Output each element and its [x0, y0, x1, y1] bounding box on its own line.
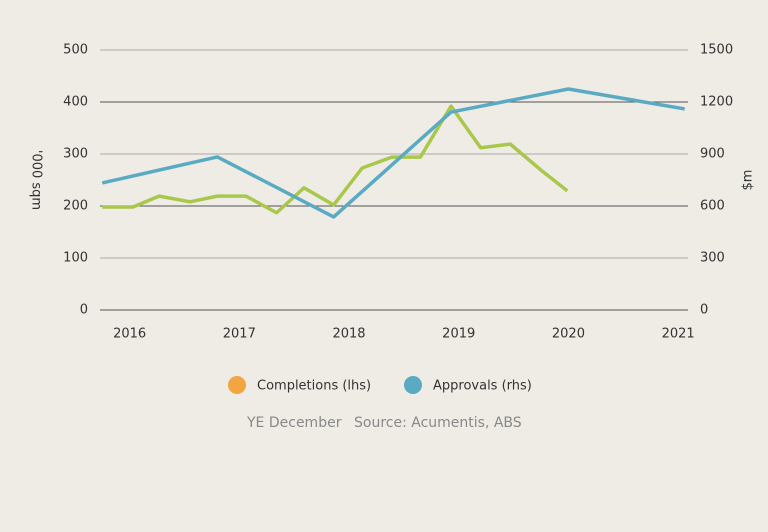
- x-tick-label: 2021: [662, 327, 695, 342]
- y2-tick-label: 900: [700, 147, 725, 162]
- y2-tick-label: 1500: [700, 43, 733, 58]
- x-tick-label: 2016: [113, 327, 146, 342]
- y2-tick-label: 600: [700, 199, 725, 214]
- x-tick-label: 2020: [552, 327, 585, 342]
- x-tick-label: 2017: [223, 327, 256, 342]
- x-tick-label: 2018: [332, 327, 365, 342]
- y2-axis-label: $m: [741, 170, 756, 191]
- y2-tick-label: 300: [700, 251, 725, 266]
- y2-tick-label: 0: [700, 303, 708, 318]
- series-line: [102, 104, 569, 215]
- footnote: Source: Acumentis, ABS: [354, 415, 522, 431]
- x-tick-label: 2019: [442, 327, 475, 342]
- y2-tick-label: 1200: [700, 95, 733, 110]
- legend-label: Approvals (rhs): [433, 379, 532, 394]
- y-tick-label: 100: [63, 251, 88, 266]
- series-line: [101, 87, 686, 219]
- y-tick-label: 200: [63, 199, 88, 214]
- y-tick-label: 400: [63, 95, 88, 110]
- legend-label: Completions (lhs): [257, 379, 371, 394]
- y-tick-label: 300: [63, 147, 88, 162]
- legend-marker: [228, 376, 246, 394]
- legend-marker: [404, 376, 422, 394]
- y-axis-label: '000 sqm: [29, 150, 44, 210]
- footnote: YE December: [246, 415, 342, 431]
- y-tick-label: 0: [80, 303, 88, 318]
- y-tick-label: 500: [63, 43, 88, 58]
